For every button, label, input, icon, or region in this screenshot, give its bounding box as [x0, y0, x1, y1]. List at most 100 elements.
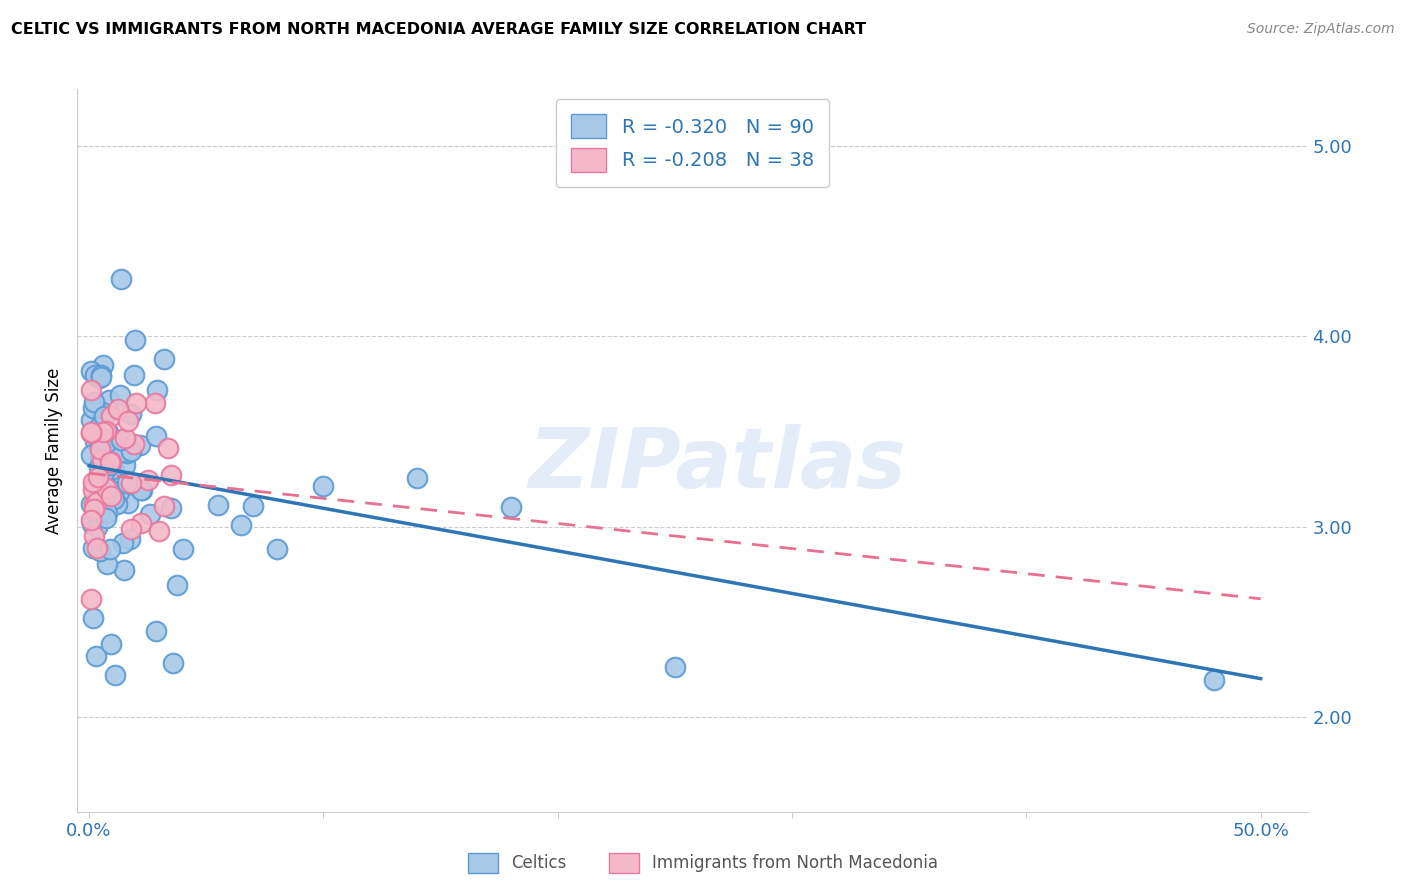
Point: [105, 497, 128, 511]
Point: [148, 524, 170, 538]
Point: [129, 516, 152, 530]
Point: [100, 455, 122, 469]
Point: [120, 532, 142, 546]
Point: [97, 393, 120, 408]
Point: [96, 436, 118, 450]
Point: [82, 401, 104, 416]
Point: [117, 414, 139, 428]
Point: [89, 442, 111, 456]
Point: [115, 446, 138, 460]
Point: [129, 483, 152, 497]
Legend: Celtics, Immigrants from North Macedonia: Celtics, Immigrants from North Macedonia: [461, 847, 945, 880]
Point: [98, 455, 121, 469]
Point: [1202, 673, 1225, 688]
Point: [145, 383, 167, 397]
Point: [83, 528, 105, 542]
Point: [125, 396, 148, 410]
Point: [107, 401, 129, 416]
Point: [80, 497, 103, 511]
Point: [131, 483, 153, 497]
Point: [153, 500, 176, 514]
Point: [87, 420, 110, 434]
Point: [160, 467, 183, 482]
Point: [82, 475, 104, 489]
Point: [84, 368, 107, 383]
Point: [96, 428, 118, 442]
Point: [112, 563, 135, 577]
Point: [87, 371, 110, 385]
Point: [172, 541, 194, 556]
Point: [83, 497, 105, 511]
Point: [101, 462, 124, 476]
Point: [111, 536, 134, 550]
Point: [90, 405, 112, 419]
Point: [80, 363, 103, 377]
Point: [86, 495, 108, 509]
Point: [83, 395, 105, 409]
Text: Source: ZipAtlas.com: Source: ZipAtlas.com: [1247, 22, 1395, 37]
Point: [89, 459, 111, 474]
Point: [96, 506, 118, 520]
Point: [80, 591, 103, 606]
Point: [86, 486, 108, 500]
Point: [91, 453, 114, 467]
Point: [157, 441, 180, 455]
Point: [80, 425, 103, 439]
Point: [120, 475, 142, 490]
Point: [231, 517, 253, 532]
Point: [94, 481, 117, 495]
Point: [94, 496, 117, 510]
Point: [80, 413, 103, 427]
Point: [96, 558, 118, 572]
Point: [93, 489, 115, 503]
Point: [664, 660, 686, 674]
Point: [86, 541, 108, 555]
Point: [86, 520, 108, 534]
Point: [96, 446, 118, 460]
Point: [122, 436, 145, 450]
Point: [87, 483, 110, 498]
Point: [80, 425, 103, 440]
Point: [93, 446, 115, 460]
Point: [124, 333, 146, 347]
Point: [94, 465, 117, 479]
Point: [242, 499, 264, 513]
Point: [117, 496, 139, 510]
Point: [93, 466, 115, 480]
Point: [89, 543, 111, 558]
Point: [312, 479, 335, 493]
Point: [120, 444, 142, 458]
Point: [100, 637, 122, 651]
Point: [145, 429, 167, 443]
Text: ZIPatlas: ZIPatlas: [529, 425, 905, 506]
Point: [96, 453, 118, 467]
Point: [80, 383, 103, 397]
Point: [91, 425, 114, 439]
Point: [100, 409, 122, 424]
Point: [83, 479, 105, 493]
Point: [110, 434, 132, 448]
Point: [90, 368, 112, 382]
Point: [266, 541, 288, 556]
Point: [89, 434, 111, 449]
Point: [103, 491, 125, 506]
Point: [406, 471, 429, 485]
Point: [153, 352, 176, 367]
Point: [91, 476, 114, 491]
Point: [98, 482, 121, 496]
Point: [94, 511, 117, 525]
Y-axis label: Average Family Size: Average Family Size: [45, 368, 63, 533]
Point: [82, 611, 104, 625]
Text: CELTIC VS IMMIGRANTS FROM NORTH MACEDONIA AVERAGE FAMILY SIZE CORRELATION CHART: CELTIC VS IMMIGRANTS FROM NORTH MACEDONI…: [11, 22, 866, 37]
Point: [91, 358, 114, 372]
Point: [110, 444, 132, 458]
Point: [110, 272, 132, 286]
Point: [499, 500, 522, 515]
Point: [122, 368, 145, 382]
Point: [83, 434, 105, 448]
Point: [98, 542, 121, 557]
Point: [80, 516, 103, 531]
Point: [89, 450, 111, 465]
Point: [120, 407, 142, 421]
Point: [98, 436, 121, 450]
